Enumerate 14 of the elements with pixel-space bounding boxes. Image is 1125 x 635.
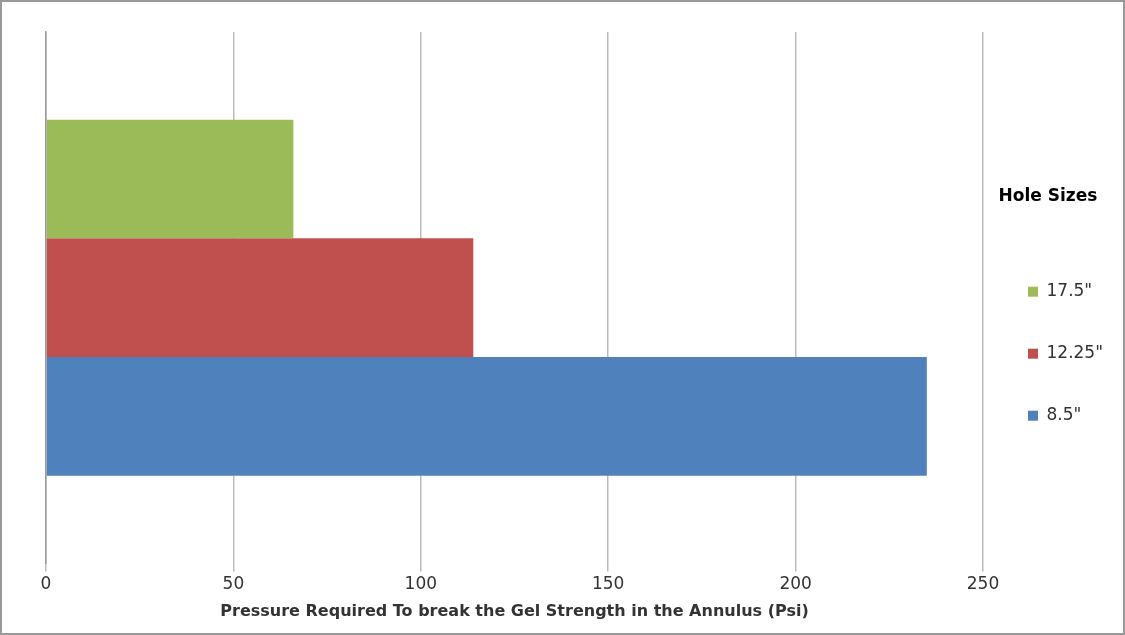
bar: [46, 119, 294, 239]
x-axis-title: Pressure Required To break the Gel Strength in the Annulus (Psi): [220, 600, 809, 620]
x-tick-label: 200: [779, 573, 812, 594]
x-tick-label: 50: [222, 573, 245, 594]
x-tick-label: 100: [404, 573, 438, 594]
x-tick-label: 250: [966, 573, 1000, 594]
legend-label: 12.25": [1046, 342, 1104, 363]
legend-label: 8.5": [1046, 404, 1082, 425]
x-tick-label: 0: [40, 573, 52, 594]
legend-label: 17.5": [1046, 280, 1093, 301]
legend-title: Hole Sizes: [998, 184, 1098, 205]
x-tick-label: 150: [591, 573, 625, 594]
bar: [46, 238, 474, 358]
bar: [46, 357, 927, 476]
